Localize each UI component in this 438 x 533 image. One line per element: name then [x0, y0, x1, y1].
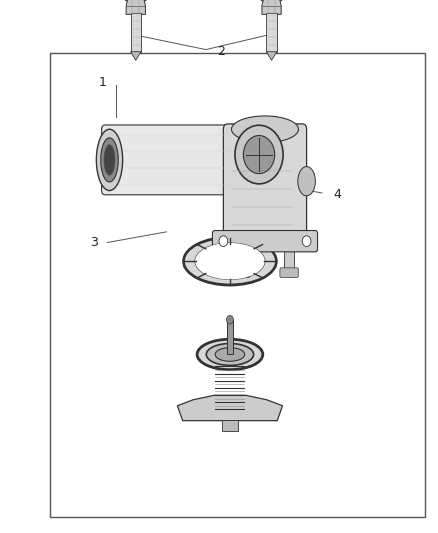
Ellipse shape: [197, 340, 263, 370]
Circle shape: [235, 125, 283, 184]
Ellipse shape: [231, 116, 299, 142]
FancyBboxPatch shape: [223, 124, 307, 241]
Ellipse shape: [184, 255, 276, 276]
Text: 4: 4: [333, 188, 341, 201]
Circle shape: [302, 236, 311, 246]
FancyBboxPatch shape: [212, 230, 318, 252]
Bar: [284, 247, 294, 273]
Circle shape: [219, 236, 228, 246]
Ellipse shape: [215, 348, 245, 361]
Ellipse shape: [185, 239, 275, 284]
Text: 1: 1: [99, 76, 107, 89]
Ellipse shape: [206, 343, 254, 366]
Circle shape: [244, 135, 275, 174]
FancyBboxPatch shape: [102, 125, 240, 195]
FancyBboxPatch shape: [280, 268, 298, 277]
Polygon shape: [126, 0, 145, 14]
Bar: [222, 419, 238, 431]
Bar: [131, 13, 141, 52]
Ellipse shape: [298, 166, 315, 196]
Polygon shape: [266, 52, 277, 60]
Ellipse shape: [96, 130, 123, 191]
Bar: [50, 53, 425, 517]
Text: 2: 2: [217, 45, 225, 58]
Ellipse shape: [124, 0, 147, 3]
Polygon shape: [177, 395, 283, 421]
Ellipse shape: [260, 0, 283, 3]
Ellipse shape: [104, 144, 115, 175]
Ellipse shape: [195, 243, 265, 279]
Polygon shape: [262, 0, 281, 14]
Bar: [266, 13, 277, 52]
Circle shape: [226, 316, 233, 324]
Polygon shape: [131, 52, 141, 60]
Bar: [236, 247, 246, 273]
Bar: [227, 320, 233, 354]
Ellipse shape: [101, 138, 118, 182]
FancyBboxPatch shape: [232, 268, 250, 277]
Text: 3: 3: [90, 236, 98, 249]
